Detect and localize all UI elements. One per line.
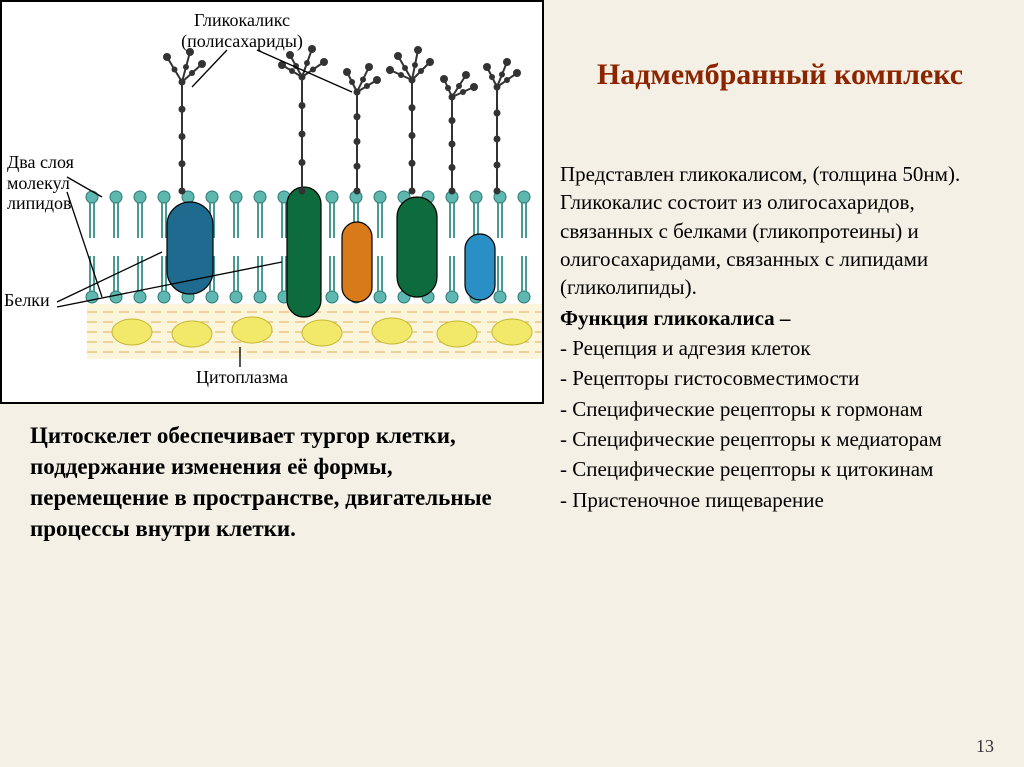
label-glycocalyx: Гликокаликс (полисахариды) [152, 10, 332, 51]
slide-title: Надмембранный комплекс [560, 55, 1000, 94]
function-item: - Специфические рецепторы к цитокинам [560, 455, 1000, 483]
paragraph-intro: Представлен гликокалисом, (толщина 50нм)… [560, 160, 1000, 302]
function-item: - Пристеночное пищеварение [560, 486, 1000, 514]
function-item: - Специфические рецепторы к гормонам [560, 395, 1000, 423]
function-subtitle: Функция гликокалиса – [560, 304, 1000, 332]
label-proteins: Белки [4, 290, 74, 311]
page-number: 13 [976, 736, 994, 757]
function-item: - Рецепторы гистосовместимости [560, 364, 1000, 392]
label-lipids: Два слоя молекул липидов [2, 152, 107, 214]
function-item: - Рецепция и адгезия клеток [560, 334, 1000, 362]
label-cytoplasm: Цитоплазма [162, 367, 322, 388]
function-item: - Специфические рецепторы к медиаторам [560, 425, 1000, 453]
cytoskeleton-text: Цитоскелет обеспечивает тургор клетки, п… [30, 420, 530, 544]
membrane-diagram: Гликокаликс (полисахариды) Два слоя моле… [0, 0, 544, 404]
body-text: Представлен гликокалисом, (толщина 50нм)… [560, 160, 1000, 516]
